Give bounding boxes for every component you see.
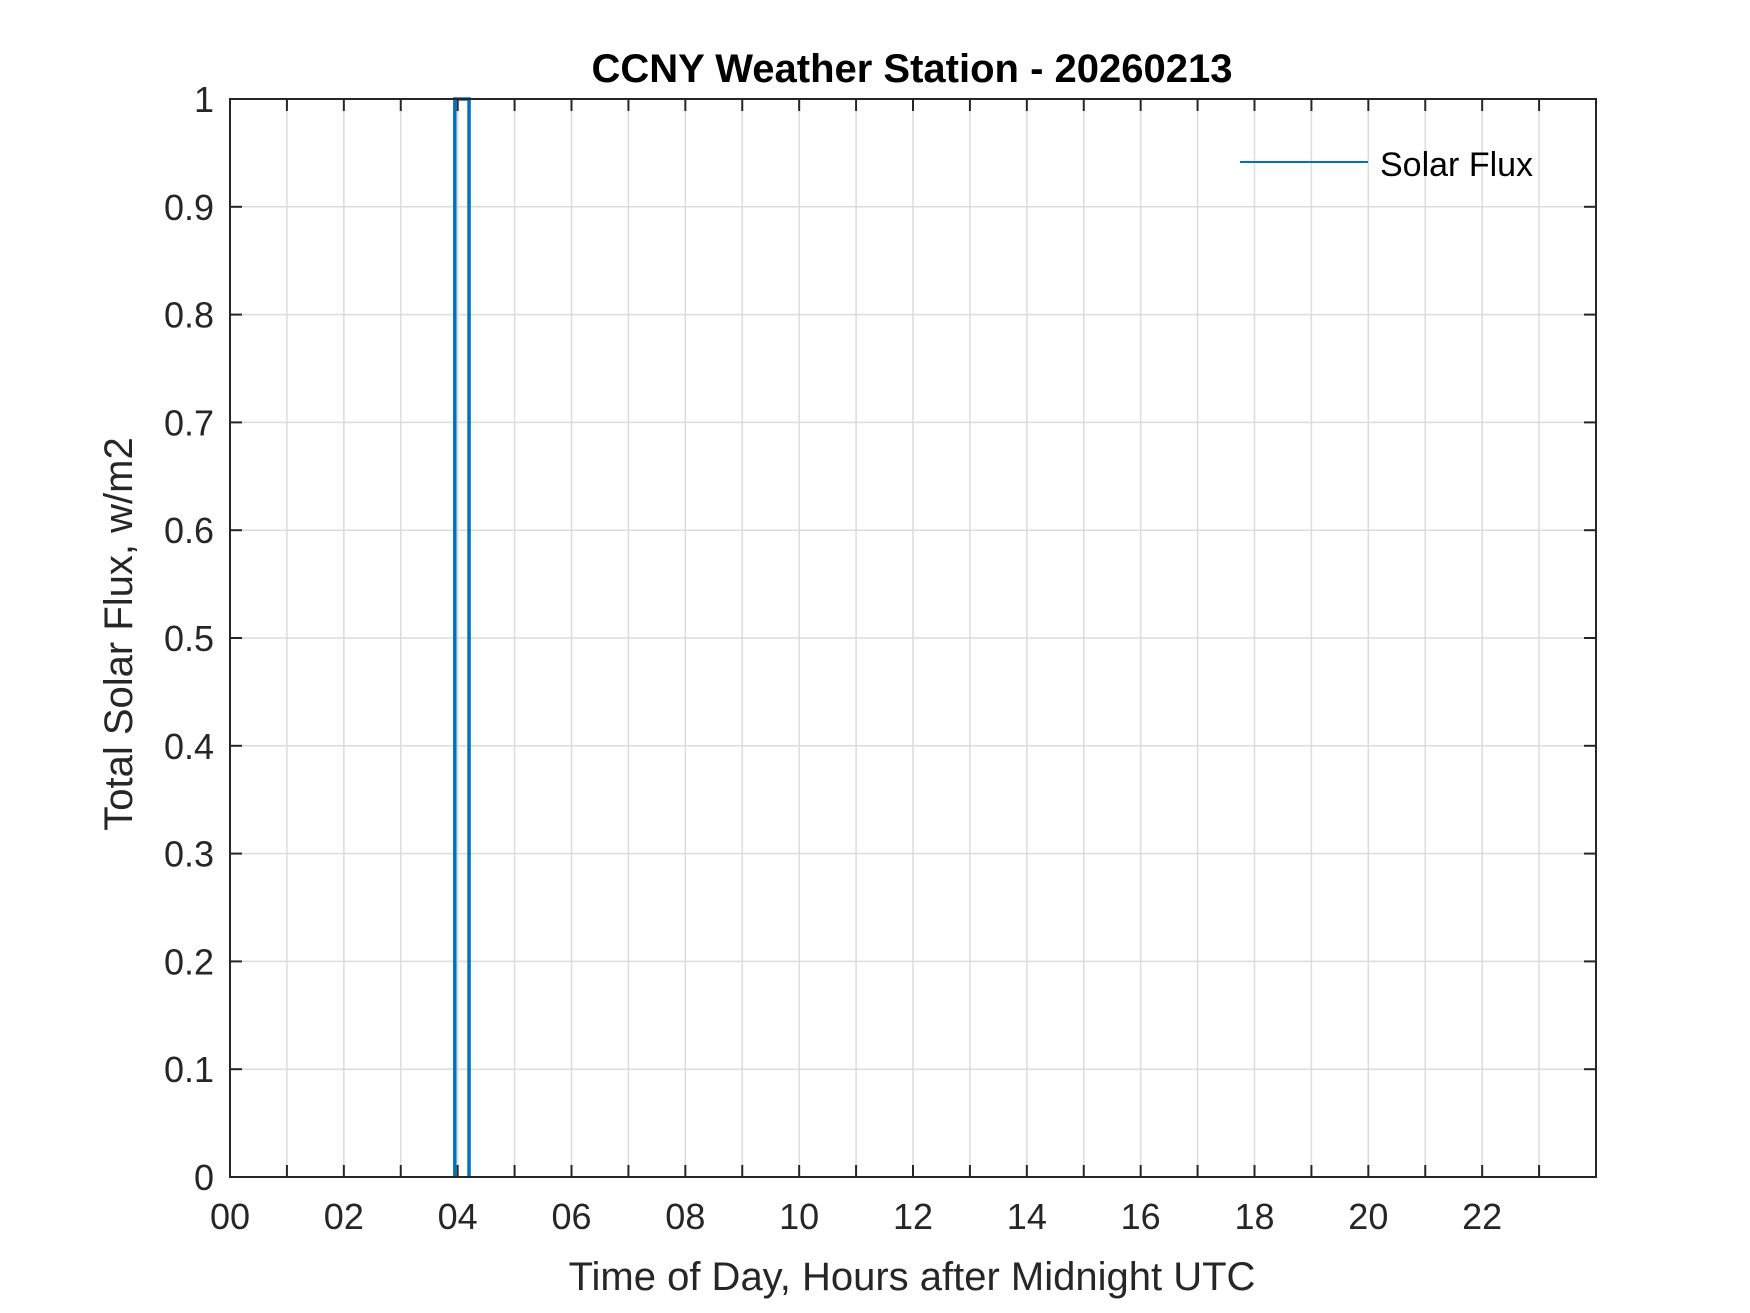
x-tick-labels: 00 02 04 06 08 10 12 14 16 18 20 22	[210, 1196, 1502, 1237]
x-tick-label: 14	[1007, 1196, 1047, 1237]
x-tick-label: 12	[893, 1196, 933, 1237]
x-tick-label: 10	[779, 1196, 819, 1237]
x-tick-label: 16	[1121, 1196, 1161, 1237]
y-tick-label: 0.7	[164, 402, 214, 443]
x-axis-label: Time of Day, Hours after Midnight UTC	[569, 1255, 1256, 1299]
y-tick-label: 0.9	[164, 187, 214, 228]
x-tick-label: 06	[551, 1196, 591, 1237]
y-tick-label: 0.8	[164, 295, 214, 336]
ticks	[229, 98, 1597, 1178]
y-tick-label: 0.5	[164, 618, 214, 659]
y-tick-label: 0.1	[164, 1049, 214, 1090]
x-tick-label: 02	[324, 1196, 364, 1237]
grid	[230, 99, 1596, 1177]
x-tick-label: 22	[1462, 1196, 1502, 1237]
x-tick-label: 08	[665, 1196, 705, 1237]
chart-title: CCNY Weather Station - 20260213	[592, 47, 1233, 91]
x-tick-label: 20	[1348, 1196, 1388, 1237]
y-tick-label: 0	[194, 1157, 214, 1198]
y-tick-label: 0.4	[164, 726, 214, 767]
x-tick-label: 00	[210, 1196, 250, 1237]
y-tick-label: 1	[194, 79, 214, 120]
x-tick-label: 18	[1234, 1196, 1274, 1237]
legend-label-solar-flux: Solar Flux	[1380, 146, 1533, 184]
legend: Solar Flux	[1240, 146, 1533, 184]
y-tick-label: 0.2	[164, 941, 214, 982]
y-tick-labels: 0 0.1 0.2 0.3 0.4 0.5 0.6 0.7 0.8 0.9 1	[164, 79, 214, 1198]
y-tick-label: 0.6	[164, 510, 214, 551]
y-axis-label: Total Solar Flux, w/m2	[97, 437, 141, 830]
y-tick-label: 0.3	[164, 834, 214, 875]
x-tick-label: 04	[438, 1196, 478, 1237]
